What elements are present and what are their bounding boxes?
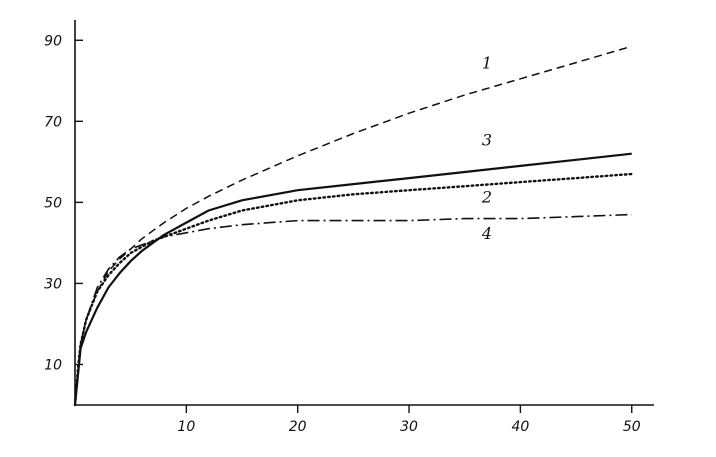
x-tick-label: 40 xyxy=(511,419,529,435)
x-tick-label: 10 xyxy=(177,419,195,435)
series-4-line xyxy=(74,213,632,406)
x-tick-label: 20 xyxy=(289,419,307,435)
series-2-line xyxy=(73,172,633,407)
curve-label-1: 1 xyxy=(482,54,492,73)
y-tick-label: 30 xyxy=(44,276,62,292)
x-axis-ticks: 10 20 30 40 50 xyxy=(177,405,641,435)
y-axis-ticks: 10 30 50 70 90 xyxy=(44,33,83,373)
curve-label-2: 2 xyxy=(481,187,492,206)
curve-label-3: 3 xyxy=(482,131,492,150)
y-tick-label: 10 xyxy=(44,357,62,373)
curve-labels: 1 3 2 4 xyxy=(481,54,492,243)
y-tick-label: 70 xyxy=(44,114,62,130)
series-3-line xyxy=(73,152,632,406)
series-layer xyxy=(73,45,633,407)
curve-label-4: 4 xyxy=(481,224,492,243)
x-tick-label: 50 xyxy=(623,419,641,435)
series-1-line xyxy=(74,45,632,406)
chart-axes xyxy=(74,20,654,406)
x-tick-label: 30 xyxy=(400,419,418,435)
y-tick-label: 50 xyxy=(44,195,62,211)
y-tick-label: 90 xyxy=(44,33,62,49)
